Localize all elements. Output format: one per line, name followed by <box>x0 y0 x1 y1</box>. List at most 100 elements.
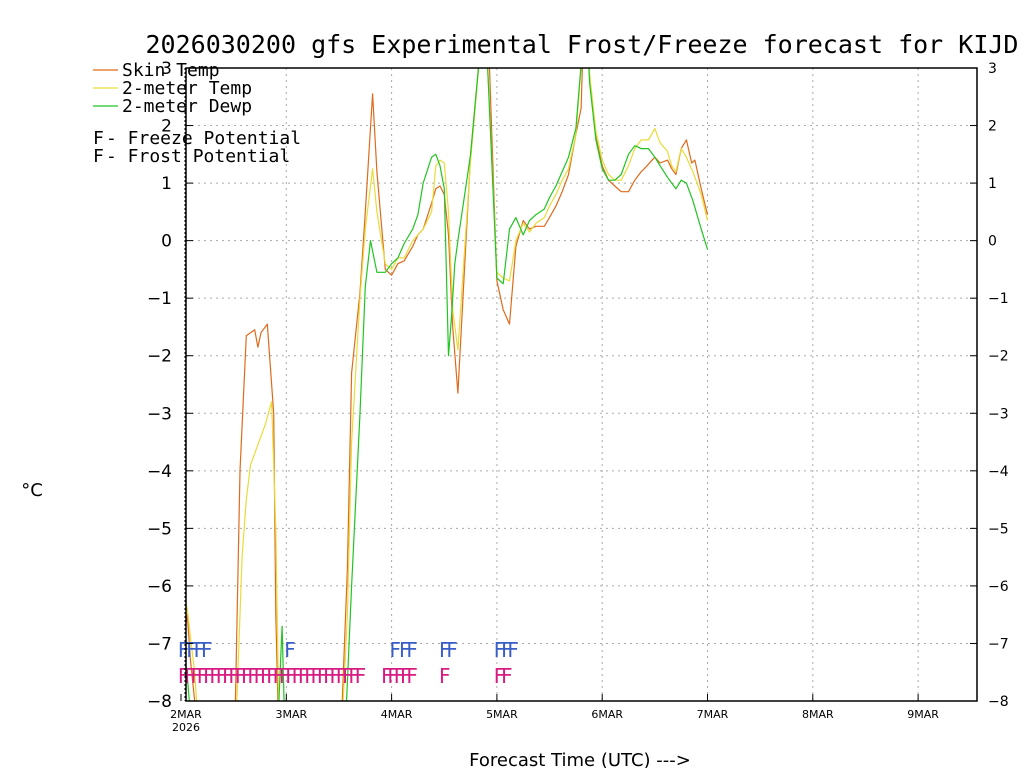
frost-mark: F <box>494 638 506 662</box>
series-line-2-meter-dewp <box>186 68 709 701</box>
freeze-mark: F <box>260 664 272 688</box>
x-tick-label: 7MAR <box>697 708 729 721</box>
freeze-mark: F <box>222 664 234 688</box>
legend-label: - Frost Potential <box>106 146 290 167</box>
legend-label: Skin Temp <box>122 60 220 81</box>
freeze-mark: F <box>209 664 221 688</box>
freeze-mark: F <box>273 664 285 688</box>
freeze-mark: F <box>381 664 393 688</box>
frost-mark: F <box>178 638 190 662</box>
y-tick-label: −6 <box>147 577 172 597</box>
y-tick-label: 0 <box>161 232 172 252</box>
x-tick-label: 5MAR <box>486 708 518 721</box>
x-tick-label: 2MAR <box>170 708 202 721</box>
freeze-mark: F <box>247 664 259 688</box>
frost-mark: F <box>507 638 519 662</box>
legend-label: 2-meter Dewp <box>122 96 252 117</box>
y-tick-label-right: −1 <box>988 291 1009 307</box>
freeze-mark: F <box>178 664 190 688</box>
freeze-mark: F <box>317 664 329 688</box>
x-tick-label: 8MAR <box>802 708 834 721</box>
chart-title: 2026030200 gfs Experimental Frost/Freeze… <box>146 30 1019 59</box>
y-tick-label-right: −7 <box>988 636 1009 652</box>
frost-mark: F <box>406 638 418 662</box>
freeze-mark: F <box>197 664 209 688</box>
frost-mark: F <box>186 638 198 662</box>
x-tick-label: 3MAR <box>275 708 307 721</box>
y-tick-label: −5 <box>147 519 172 539</box>
y-tick-label: −2 <box>147 347 172 367</box>
frost-mark: F <box>399 638 411 662</box>
x-tick-label: 4MAR <box>381 708 413 721</box>
frost-mark: F <box>389 638 401 662</box>
legend-label: - Freeze Potential <box>106 128 301 149</box>
frost-mark: F <box>201 638 213 662</box>
legend-symbol: F <box>93 128 104 149</box>
y-tick-label: 3 <box>161 59 172 79</box>
freeze-mark: F <box>311 664 323 688</box>
grid <box>186 68 977 701</box>
y-tick-label-right: −4 <box>988 464 1009 480</box>
freeze-mark: F <box>323 664 335 688</box>
y-tick-label: −4 <box>147 462 172 482</box>
frost-mark: F <box>501 638 513 662</box>
y-tick-label-right: 1 <box>988 176 997 192</box>
freeze-mark: F <box>285 664 297 688</box>
freeze-mark: F <box>355 664 367 688</box>
freeze-mark: F <box>342 664 354 688</box>
legend-symbol: F <box>93 146 104 167</box>
x-tick-label: 6MAR <box>591 708 623 721</box>
freeze-mark: F <box>298 664 310 688</box>
y-tick-label-right: −2 <box>988 349 1009 365</box>
freeze-mark: F <box>279 664 291 688</box>
y-tick-label-right: −3 <box>988 406 1009 422</box>
x-axis-label: Forecast Time (UTC) ---> <box>469 750 691 768</box>
freeze-mark: F <box>336 664 348 688</box>
freeze-mark: F <box>184 664 196 688</box>
freeze-mark: F <box>228 664 240 688</box>
x-year-label: 2026 <box>172 721 200 734</box>
freeze-mark: F <box>400 664 412 688</box>
y-tick-label-right: 0 <box>988 234 997 250</box>
y-tick-label-right: −8 <box>988 694 1009 710</box>
y-tick-label-right: −5 <box>988 521 1009 537</box>
freeze-mark: F <box>216 664 228 688</box>
y-tick-label: 2 <box>161 117 172 137</box>
freeze-mark: F <box>348 664 360 688</box>
y-tick-label: −1 <box>147 289 172 309</box>
x-tick-label: 9MAR <box>907 708 939 721</box>
freeze-mark: F <box>241 664 253 688</box>
freeze-mark: F <box>266 664 278 688</box>
y-tick-label: 1 <box>161 174 172 194</box>
y-tick-label: −8 <box>147 692 172 712</box>
freeze-mark: F <box>439 664 451 688</box>
freeze-mark: F <box>394 664 406 688</box>
frost-mark: F <box>439 638 451 662</box>
y-tick-label: −7 <box>147 634 172 654</box>
freeze-mark: F <box>235 664 247 688</box>
legend-label: 2-meter Temp <box>122 78 252 99</box>
freeze-mark: F <box>190 664 202 688</box>
freeze-mark: F <box>406 664 418 688</box>
axes: −8 −8 −7 −7 −6 −6 −5 −5 −4 −4 −3 −3 −2 −2 −1 −1 0 0 1 1 2 2 3 3… <box>147 59 1009 734</box>
y-tick-label-right: 3 <box>988 61 997 77</box>
y-tick-label-right: −6 <box>988 579 1009 595</box>
y-tick-label: −3 <box>147 404 172 424</box>
y-tick-label-right: 2 <box>988 119 997 135</box>
frost-mark: F <box>194 638 206 662</box>
freeze-mark: F <box>329 664 341 688</box>
y-axis-label: °C <box>21 480 43 501</box>
freeze-mark: F <box>304 664 316 688</box>
freeze-mark: F <box>494 664 506 688</box>
freeze-mark: F <box>203 664 215 688</box>
series-group <box>186 68 709 701</box>
freeze-mark: F <box>254 664 266 688</box>
freeze-mark: F <box>501 664 513 688</box>
freeze-mark: F <box>292 664 304 688</box>
plot-frame <box>185 67 978 702</box>
frost-mark: F <box>284 638 296 662</box>
frost-mark: F <box>446 638 458 662</box>
